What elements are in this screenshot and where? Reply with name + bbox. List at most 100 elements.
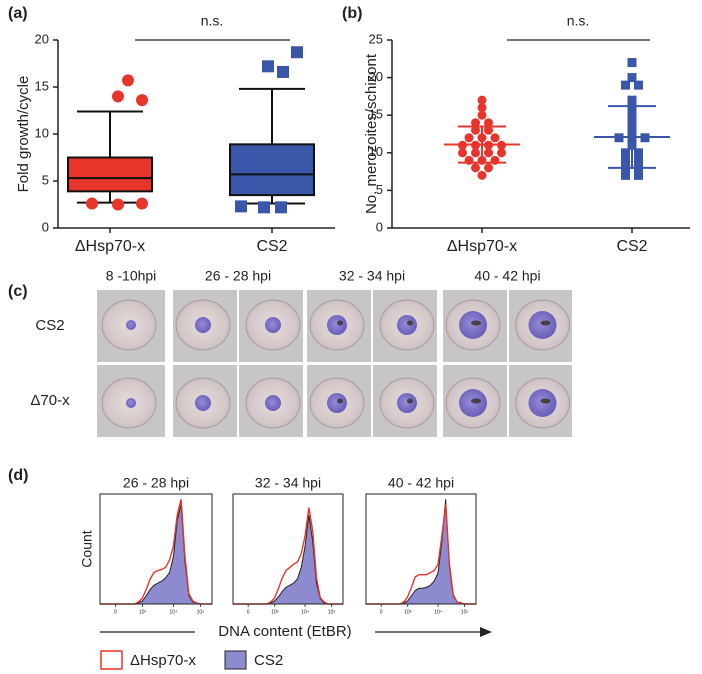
data-point — [477, 110, 487, 120]
data-point — [484, 163, 493, 173]
histogram-trace — [100, 504, 212, 605]
row-label: Δ70-x — [30, 392, 70, 409]
subplot-frame — [232, 493, 344, 605]
y-tick-label: 5 — [376, 182, 383, 197]
y-tick-label: 0 — [376, 219, 383, 234]
legend-swatch — [100, 650, 123, 670]
outlier — [258, 201, 270, 214]
y-axis-label: Fold growth/cycle — [15, 76, 32, 193]
box — [67, 156, 153, 193]
nucleus — [265, 395, 281, 411]
data-point — [621, 80, 630, 90]
column-header: 32 - 34 hpi — [339, 268, 405, 284]
x-tick-label: 10⁴ — [434, 609, 442, 615]
data-point — [621, 155, 630, 165]
pigment — [471, 320, 481, 326]
y-tick-label: 10 — [369, 144, 383, 159]
nucleus — [327, 393, 347, 413]
nucleus — [195, 395, 211, 411]
x-axis-label: DNA content (EtBR) — [218, 623, 351, 640]
outlier — [136, 94, 148, 107]
nucleus — [265, 317, 281, 333]
panel-label: (a) — [8, 5, 28, 22]
x-tick-label: 10³ — [271, 609, 279, 615]
data-point — [458, 148, 467, 158]
pigment — [540, 320, 551, 326]
y-tick-label: 15 — [369, 107, 383, 122]
data-point — [484, 125, 493, 135]
subplot-title: 26 - 28 hpi — [123, 475, 189, 491]
pigment — [337, 320, 343, 326]
nucleus — [126, 320, 136, 330]
nucleus — [327, 315, 347, 335]
panel-label: (c) — [8, 283, 28, 300]
y-tick-label: 20 — [35, 31, 49, 46]
outlier — [291, 46, 303, 59]
subplot-title: 40 - 42 hpi — [388, 475, 454, 491]
x-tick-label: 10⁵ — [461, 609, 469, 615]
data-point — [634, 155, 643, 165]
data-point — [471, 163, 480, 173]
column-header: 8 -10hpi — [106, 268, 157, 284]
data-point — [484, 118, 493, 128]
x-tick-label: 10⁴ — [301, 609, 309, 615]
axis-arrowhead — [480, 627, 492, 637]
x-tick-label: ΔHsp70-x — [75, 238, 145, 255]
histogram-trace — [233, 514, 343, 605]
x-tick-label: CS2 — [256, 238, 287, 255]
data-point — [477, 170, 487, 180]
data-point — [471, 148, 480, 158]
data-point — [477, 95, 487, 105]
y-axis-label: No. merozoites/schizont — [363, 53, 380, 214]
y-axis-label: Count — [79, 530, 95, 567]
y-tick-label: 10 — [35, 125, 49, 140]
x-tick-label: CS2 — [616, 238, 647, 255]
panel-label: (d) — [8, 467, 28, 484]
outlier — [136, 197, 148, 210]
x-tick-label: 0 — [380, 609, 383, 615]
legend-swatch — [224, 650, 247, 670]
data-point — [497, 148, 506, 158]
x-tick-label: 0 — [247, 609, 250, 615]
data-point — [621, 148, 630, 158]
data-point — [471, 118, 480, 128]
significance-label: n.s. — [567, 13, 590, 29]
subplot-title: 32 - 34 hpi — [255, 475, 321, 491]
x-tick-label: 0 — [114, 609, 117, 615]
x-tick-label: 10³ — [404, 609, 412, 615]
nucleus — [195, 317, 211, 333]
outlier — [86, 197, 98, 210]
data-point — [490, 133, 500, 143]
x-tick-label: 10³ — [139, 609, 147, 615]
outlier — [275, 201, 287, 214]
outlier — [112, 90, 124, 103]
y-tick-label: 0 — [42, 219, 49, 234]
pigment — [540, 398, 551, 404]
data-point — [634, 148, 643, 158]
data-point — [477, 103, 487, 113]
outlier — [122, 74, 134, 87]
nucleus — [397, 315, 417, 335]
significance-label: n.s. — [201, 13, 224, 29]
histogram-trace — [366, 499, 476, 605]
x-tick-label: ΔHsp70-x — [447, 238, 517, 255]
data-point — [627, 95, 637, 105]
data-point — [621, 170, 630, 180]
y-tick-label: 20 — [369, 69, 383, 84]
x-tick-label: 10⁵ — [328, 609, 336, 615]
x-tick-label: 10⁵ — [197, 609, 205, 615]
y-tick-label: 25 — [369, 31, 383, 46]
pigment — [471, 398, 481, 404]
legend-label: CS2 — [254, 652, 283, 669]
legend-label: ΔHsp70-x — [130, 652, 196, 669]
data-point — [484, 148, 493, 158]
pigment — [337, 398, 343, 404]
data-point — [627, 73, 637, 83]
y-tick-label: 15 — [35, 78, 49, 93]
label-background — [195, 622, 375, 642]
outlier — [262, 60, 274, 73]
subplot-frame — [365, 493, 477, 605]
box — [229, 143, 315, 197]
nucleus — [126, 398, 136, 408]
outlier — [112, 198, 124, 211]
